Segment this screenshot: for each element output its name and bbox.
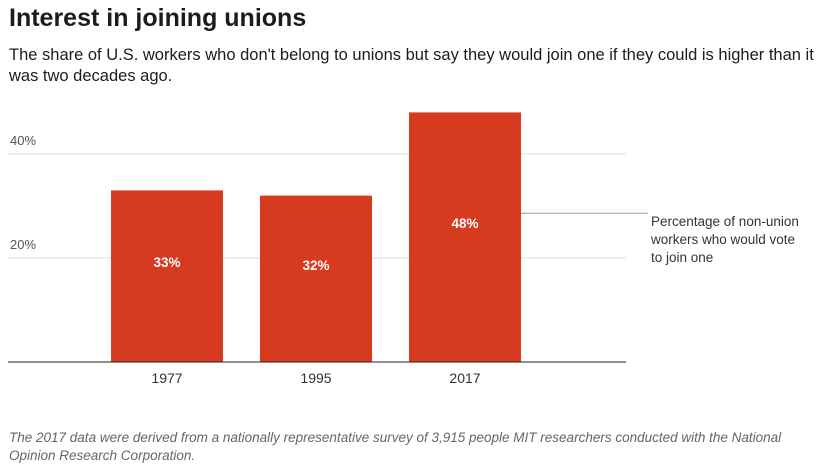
x-tick-label: 1977 <box>151 370 182 386</box>
bar-chart: 20% 40% 33% 32% 48% 1977 1995 2017 Percentage… <box>8 112 799 386</box>
y-tick-label: 40% <box>10 133 36 148</box>
bar-value-label: 33% <box>153 255 180 270</box>
chart-title: Interest in joining unions <box>9 4 307 32</box>
source-note: The 2017 data were derived from a nation… <box>9 430 782 463</box>
y-axis-ticks: 20% 40% <box>10 133 36 252</box>
bar-2017 <box>409 112 521 363</box>
x-axis-labels: 1977 1995 2017 <box>151 370 480 386</box>
y-tick-label: 20% <box>10 237 36 252</box>
x-tick-label: 1995 <box>300 370 331 386</box>
chart-subtitle: The share of U.S. workers who don't belo… <box>9 46 814 85</box>
bar-value-label: 32% <box>302 258 329 273</box>
annotation-text: Percentage of non-union <box>651 214 799 229</box>
bars: 33% 32% 48% <box>111 112 521 363</box>
annotation-text: to join one <box>651 250 713 265</box>
bar-value-label: 48% <box>451 216 478 231</box>
x-tick-label: 2017 <box>449 370 480 386</box>
bar-1995 <box>260 195 372 362</box>
annotation: Percentage of non-union workers who would… <box>521 212 799 265</box>
bar-1977 <box>111 190 223 362</box>
annotation-text: workers who would vote <box>650 232 795 247</box>
